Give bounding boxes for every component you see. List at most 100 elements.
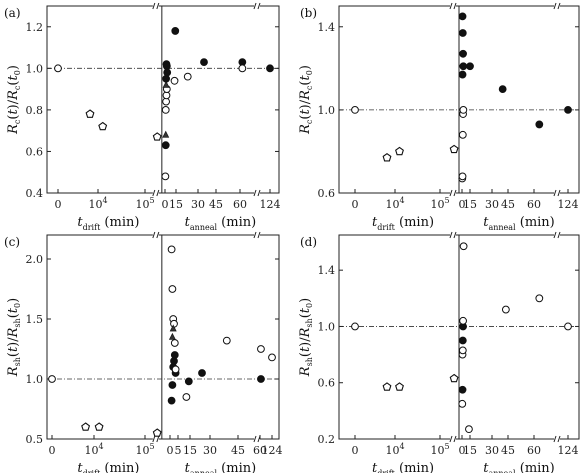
axis-break-mask [554, 190, 560, 196]
pentagon-point [81, 422, 91, 431]
x-tick-label-drift: 104 [84, 442, 103, 457]
y-axis-label: Rc(t)/Rc(t0) [6, 65, 22, 135]
axis-break-mark [156, 189, 160, 197]
triangle-point [168, 332, 176, 340]
axis-break-mark [449, 435, 453, 443]
axis-break-mask [554, 232, 560, 238]
x-tick-label-anneal: 15 [463, 444, 477, 457]
filled-circle-point [161, 141, 170, 150]
axis-break-mark [156, 435, 160, 443]
x-tick-label-anneal: 5 [175, 444, 182, 457]
x-tick-label-anneal: 45 [231, 444, 245, 457]
filled-circle-point [458, 336, 467, 345]
pentagon-point [382, 153, 392, 162]
x-tick-label-anneal: 124 [262, 444, 283, 457]
axis-break-mark [152, 435, 156, 443]
axis-break-mask [152, 232, 159, 238]
y-tick-label: 1.0 [26, 373, 44, 386]
pentagon-point [94, 422, 104, 431]
x-tick-label-drift: 104 [88, 196, 107, 211]
axis-break-mark [152, 189, 156, 197]
axis-break-mark [453, 2, 457, 10]
axis-break-mask [254, 3, 260, 9]
filled-circle-point [168, 381, 177, 389]
filled-circle-point [163, 68, 172, 77]
y-tick-label: 0.6 [318, 377, 336, 390]
filled-circle-point [458, 12, 467, 21]
open-circle-point [183, 72, 192, 81]
axis-break-mask [254, 190, 260, 196]
axis-break-mask [254, 232, 260, 238]
x-tick-label-anneal: 30 [485, 198, 499, 211]
x-tick-label-anneal: 30 [485, 444, 499, 457]
x-tick-label-drift: 0 [49, 444, 56, 457]
open-circle-point [167, 245, 176, 254]
filled-circle-point [171, 27, 180, 35]
y-axis-label: Rc(t)/Rc(t0) [298, 65, 314, 135]
x-tick-label-anneal: 60 [527, 198, 541, 211]
open-circle-point [501, 305, 510, 314]
x-tick-label-drift: 105 [135, 196, 154, 211]
x-tick-label-anneal: 124 [558, 198, 579, 211]
axis-break-mark [253, 2, 257, 10]
filled-circle-point [535, 120, 544, 129]
filled-circle-point [459, 49, 467, 58]
triangle-point [162, 80, 170, 88]
x-axis-label-anneal: tanneal (min) [483, 215, 555, 232]
axis-break-mark [257, 189, 261, 197]
filled-circle-point [466, 62, 474, 71]
x-tick-label-anneal: 45 [501, 444, 515, 457]
x-tick-label-anneal: 45 [501, 198, 515, 211]
axis-break-mask [450, 232, 456, 238]
axis-break-mask [554, 436, 560, 442]
panel-0: 0.40.60.81.01.20 104 105 0 15 30 45 60 124tdrift… [4, 2, 281, 232]
open-circle-point [564, 322, 572, 331]
triangle-point [162, 130, 170, 138]
y-axis-label: Rsh(t)/Rsh(t0) [6, 298, 22, 377]
axis-break-mark [553, 231, 557, 239]
axis-break-mark [152, 2, 156, 10]
axis-break-mark [449, 2, 453, 10]
x-axis-label-anneal: tanneal (min) [185, 461, 257, 473]
open-circle-point [170, 339, 179, 347]
x-tick-label-drift: 0 [352, 444, 359, 457]
x-tick-label-drift: 0 [55, 198, 62, 211]
plot-frame [46, 234, 280, 440]
x-tick-label-anneal: 60 [253, 444, 267, 457]
axis-break-mark [152, 231, 156, 239]
filled-circle-point [198, 369, 206, 377]
x-tick-label-drift: 104 [385, 196, 404, 211]
axis-break-mask [554, 3, 560, 9]
axis-break-mark [257, 2, 261, 10]
open-circle-point [168, 285, 177, 293]
y-tick-label: 0.5 [26, 433, 44, 446]
y-tick-label: 1.4 [318, 264, 336, 277]
open-circle-point [351, 105, 359, 114]
pentagon-point [98, 121, 108, 131]
open-circle-point [458, 346, 467, 355]
x-tick-label-drift: 0 [352, 198, 359, 211]
filled-circle-point [266, 64, 274, 73]
filled-circle-point [458, 385, 467, 394]
y-tick-label: 0.6 [318, 187, 336, 200]
x-tick-label-anneal: 30 [203, 444, 217, 457]
x-tick-label-anneal: 15 [169, 198, 183, 211]
panel-label: (a) [4, 6, 21, 20]
x-tick-label-anneal: 124 [558, 444, 579, 457]
x-tick-label-drift: 105 [135, 442, 154, 457]
x-axis-label-drift: tdrift (min) [372, 461, 434, 473]
open-circle-point [48, 375, 56, 383]
axis-break-mask [152, 3, 159, 9]
axis-break-mark [453, 231, 457, 239]
y-tick-label: 0.8 [26, 104, 44, 117]
x-axis-label-anneal: tanneal (min) [185, 215, 257, 232]
open-circle-point [222, 336, 231, 345]
pentagon-point [449, 144, 459, 154]
x-tick-label-anneal: 60 [233, 198, 247, 211]
filled-circle-point [458, 70, 467, 79]
axis-break-mask [152, 190, 159, 196]
y-tick-label: 1.4 [318, 21, 336, 34]
axis-break-mark [557, 189, 561, 197]
